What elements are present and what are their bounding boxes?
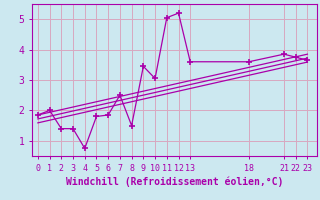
X-axis label: Windchill (Refroidissement éolien,°C): Windchill (Refroidissement éolien,°C) — [66, 177, 283, 187]
